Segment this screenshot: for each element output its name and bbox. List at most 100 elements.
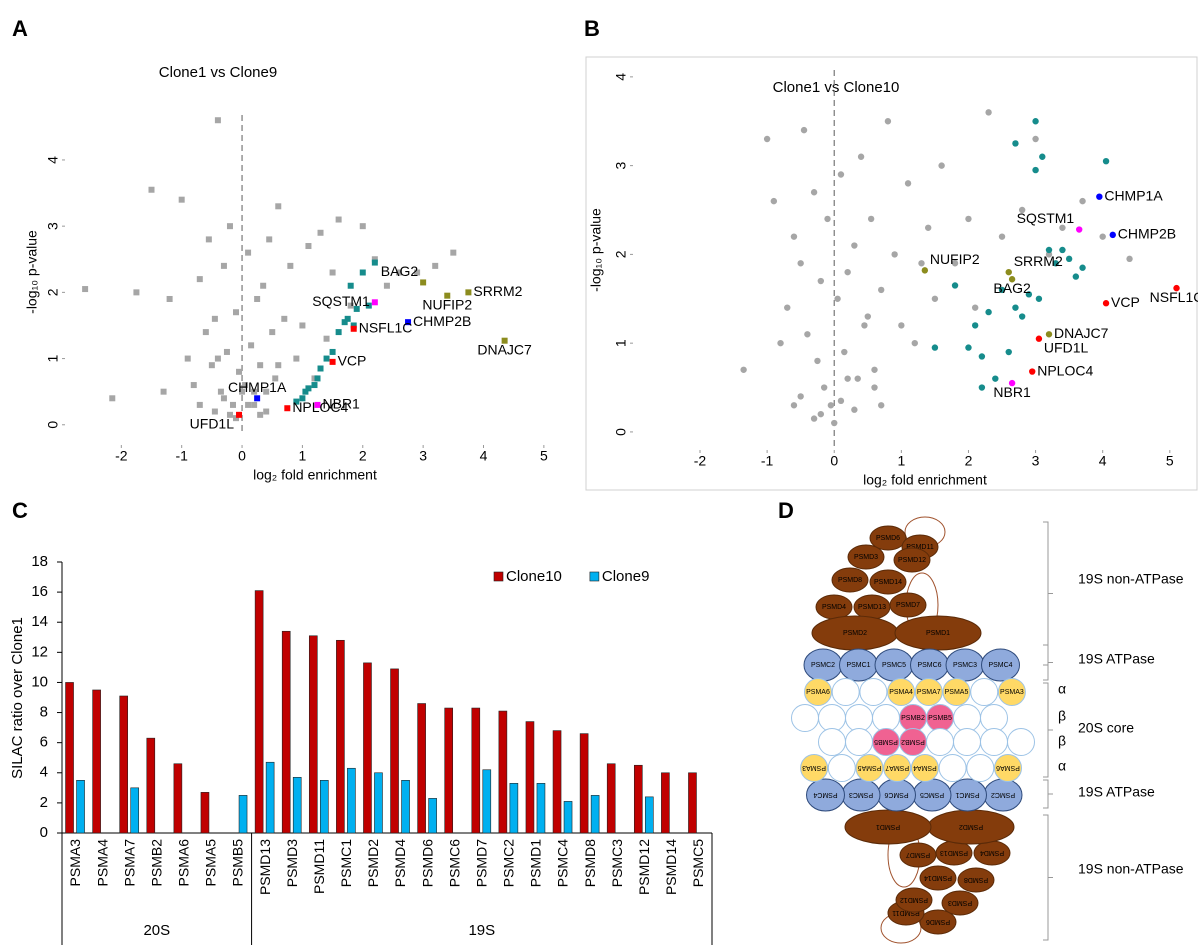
x-tick-label: PSMC1 — [338, 839, 354, 887]
bar — [319, 780, 329, 834]
point-label: CHMP1A — [1104, 187, 1163, 203]
point — [841, 348, 848, 356]
subunit-label: PSMD8 — [838, 577, 862, 584]
bar — [563, 801, 573, 834]
point — [1102, 157, 1110, 165]
point — [263, 388, 270, 395]
point-label: NSFL1C — [1150, 289, 1198, 305]
y-tick-label: 14 — [31, 613, 48, 630]
point — [299, 322, 306, 329]
x-tick-label: -1 — [175, 448, 188, 464]
y-tick-label: 10 — [31, 673, 48, 690]
non-atpase-subunit — [847, 544, 885, 570]
bar — [688, 772, 697, 834]
bar — [119, 695, 129, 834]
point — [293, 398, 300, 405]
group-label: 20S — [143, 922, 170, 939]
point-label: UFD1L — [190, 416, 235, 432]
point — [938, 162, 945, 169]
subunit-label: PSMA6 — [806, 689, 830, 696]
point — [344, 315, 351, 322]
point — [211, 315, 218, 322]
point — [804, 331, 811, 338]
subunit-label: PSMD4 — [980, 849, 1004, 856]
y-tick-label: 2 — [613, 250, 629, 258]
beta-subunit — [845, 728, 873, 756]
y-tick-label: 0 — [613, 428, 629, 436]
point — [998, 233, 1006, 240]
point — [1059, 224, 1066, 231]
point — [211, 408, 218, 415]
alpha-subunit — [942, 678, 971, 706]
point — [202, 329, 209, 336]
subunit-label: PSMC4 — [988, 662, 1012, 669]
beta-subunit — [818, 704, 846, 732]
point — [335, 216, 342, 223]
point — [257, 411, 264, 418]
x-tick-label: PSMD13 — [257, 839, 273, 895]
labeled-point — [1005, 268, 1012, 276]
bar — [606, 763, 616, 834]
point — [800, 126, 808, 134]
bar — [633, 764, 643, 834]
point-label: SRRM2 — [1014, 253, 1063, 269]
point — [817, 277, 825, 285]
point-label: CHMP2B — [413, 313, 471, 329]
point — [1035, 295, 1043, 302]
bar — [173, 763, 183, 834]
x-tick-label: PSMD7 — [473, 839, 489, 887]
point — [178, 196, 185, 203]
point-label: NPLOC4 — [292, 399, 348, 415]
legend-label: Clone9 — [602, 568, 650, 585]
alpha-subunit — [910, 754, 939, 782]
bar — [374, 772, 383, 834]
alpha-subunit — [994, 754, 1022, 782]
subunit-label: PSMA3 — [802, 764, 826, 771]
beta-subunit — [1007, 728, 1035, 756]
side-label: 19S non-ATPase — [1078, 571, 1184, 587]
point — [837, 397, 845, 405]
point-label: NPLOC4 — [1037, 362, 1093, 378]
x-tick-label: 4 — [1099, 453, 1107, 469]
x-tick-label: PSMC2 — [501, 839, 517, 887]
x-tick-label: 2 — [359, 448, 367, 464]
beta-subunit — [926, 728, 954, 756]
point — [878, 402, 885, 409]
x-tick-label: PSMD3 — [284, 839, 300, 887]
point — [777, 339, 784, 347]
x-tick-label: -2 — [694, 453, 707, 469]
labeled-point — [350, 325, 357, 332]
point — [236, 368, 243, 375]
subunit-label: PSMC3 — [953, 662, 977, 669]
point — [834, 295, 841, 302]
bar — [92, 689, 101, 834]
bar — [200, 792, 210, 834]
side-label: β — [1058, 733, 1066, 749]
labeled-point — [254, 395, 261, 402]
bar — [498, 710, 508, 834]
group-label: 19S — [468, 922, 495, 939]
point — [383, 282, 390, 289]
alpha-subunit — [970, 678, 999, 706]
point — [148, 186, 155, 193]
point — [971, 322, 979, 329]
point — [931, 344, 939, 351]
point — [196, 276, 203, 283]
labeled-point — [1096, 193, 1103, 200]
point — [797, 393, 804, 400]
point — [329, 269, 336, 276]
legend-swatch — [493, 571, 504, 582]
non-atpase-subunit — [893, 547, 931, 573]
side-label: α — [1058, 681, 1066, 697]
chart-title: Clone1 vs Clone10 — [773, 79, 900, 96]
point — [229, 401, 236, 408]
point — [1032, 166, 1039, 174]
bar — [130, 787, 140, 834]
point — [1045, 246, 1053, 254]
subunit-label: PSMD12 — [900, 896, 928, 903]
point — [214, 117, 221, 124]
x-tick-label: 5 — [540, 448, 548, 464]
bar — [428, 798, 437, 834]
side-label: β — [1058, 708, 1066, 724]
